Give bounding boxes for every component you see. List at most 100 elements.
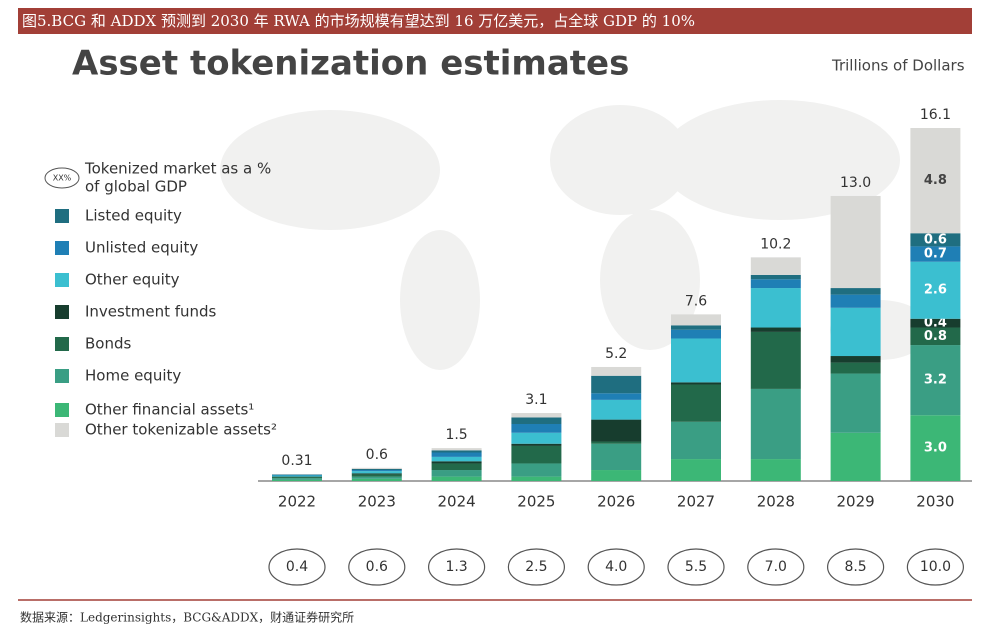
legend-swatch (55, 241, 69, 255)
bar-segment (831, 308, 881, 356)
gdp-label: 5.5 (685, 559, 707, 575)
bar-segment (671, 422, 721, 459)
segment-label: 0.8 (924, 329, 947, 344)
legend-label: Other tokenizable assets² (85, 421, 277, 439)
legend-label: Investment funds (85, 303, 217, 321)
bar-segment (831, 433, 881, 481)
gdp-label: 7.0 (765, 559, 787, 575)
x-tick-label: 2030 (916, 493, 954, 511)
legend-label: Listed equity (85, 207, 182, 225)
legend-swatch (55, 273, 69, 287)
bar-segment (352, 474, 402, 476)
x-tick-label: 2029 (837, 493, 875, 511)
header: 图5.BCG 和 ADDX 预测到 2030 年 RWA 的市场规模有望达到 1… (22, 12, 695, 30)
segment-label: 2.6 (924, 283, 947, 298)
legend-label: Bonds (85, 335, 131, 353)
bar-segment (831, 356, 881, 363)
segment-label: 3.0 (924, 441, 947, 456)
bar-segment (272, 480, 322, 481)
total-label: 10.2 (760, 236, 791, 252)
unit-label: Trillions of Dollars (831, 57, 965, 75)
total-label: 16.1 (920, 107, 951, 123)
bar-segment (591, 367, 641, 376)
bar-segment (272, 476, 322, 477)
legend-gdp-label: Tokenized market as a % (84, 160, 271, 178)
legend-swatch (55, 423, 69, 437)
segment-label: 0.6 (924, 232, 947, 247)
bar-segment (831, 288, 881, 295)
legend-swatch (55, 305, 69, 319)
bar-segment (831, 196, 881, 288)
x-tick-label: 2022 (278, 493, 316, 511)
total-label: 7.6 (685, 293, 707, 309)
bar-segment (352, 477, 402, 479)
total-label: 0.6 (366, 447, 388, 463)
x-tick-label: 2028 (757, 493, 795, 511)
bar-segment (671, 314, 721, 325)
segment-label: 4.8 (924, 173, 947, 188)
bar-segment (591, 444, 641, 470)
bar-segment (511, 444, 561, 446)
bar-segment (511, 477, 561, 481)
total-label: 13.0 (840, 175, 871, 191)
bar-segment (751, 288, 801, 327)
bar-segment (352, 469, 402, 470)
bar-segment (751, 279, 801, 288)
chart-title: Asset tokenization estimates (72, 44, 629, 84)
bar-segment (352, 470, 402, 471)
bar-segment (352, 471, 402, 473)
bar-segment (751, 328, 801, 332)
bar-segment (591, 420, 641, 442)
bar-segment (432, 470, 482, 477)
bar-segment (591, 442, 641, 444)
total-label: 5.2 (605, 346, 627, 362)
legend-label: Other financial assets¹ (85, 401, 254, 419)
bar-segment (751, 389, 801, 459)
gdp-label: 2.5 (525, 559, 547, 575)
bar-segment (432, 463, 482, 470)
bar-segment (831, 295, 881, 308)
gdp-label: 10.0 (920, 559, 951, 575)
legend-swatch (55, 337, 69, 351)
bar-segment (671, 330, 721, 339)
bar-segment (432, 452, 482, 456)
total-label: 3.1 (525, 392, 547, 408)
bar-segment (671, 385, 721, 422)
segment-label: 0.7 (924, 247, 947, 262)
bar-segment (671, 325, 721, 329)
x-tick-label: 2025 (517, 493, 555, 511)
bar-segment (671, 338, 721, 382)
bar-segment (831, 374, 881, 433)
x-tick-label: 2026 (597, 493, 635, 511)
bar-segment (511, 417, 561, 424)
bar-segment (511, 424, 561, 433)
x-tick-label: 2024 (438, 493, 476, 511)
legend-label: Other equity (85, 271, 180, 289)
gdp-label: 1.3 (445, 559, 467, 575)
gdp-label: 8.5 (844, 559, 866, 575)
bar-segment (432, 457, 482, 461)
bar-segment (511, 433, 561, 444)
legend-label: Home equity (85, 367, 181, 385)
legend-label: Unlisted equity (85, 239, 198, 257)
bar-segment (591, 393, 641, 400)
bar-segment (432, 448, 482, 450)
bar-segment (751, 459, 801, 481)
bar-segment (272, 478, 322, 480)
bar-segment (671, 459, 721, 481)
bar-segment (352, 468, 402, 469)
x-tick-label: 2023 (358, 493, 396, 511)
legend-swatch (55, 369, 69, 383)
total-label: 1.5 (445, 427, 467, 443)
bar-segment (511, 446, 561, 464)
bar-segment (511, 413, 561, 417)
legend-gdp-label: of global GDP (85, 178, 187, 196)
total-label: 0.31 (281, 453, 312, 469)
world-map (220, 100, 930, 370)
bar-segment (272, 475, 322, 476)
bar-segment (432, 477, 482, 481)
source: 数据来源：Ledgerinsights，BCG&ADDX，财通证券研究所 (20, 610, 354, 625)
bar-segment (671, 382, 721, 384)
bar-segment (352, 479, 402, 481)
